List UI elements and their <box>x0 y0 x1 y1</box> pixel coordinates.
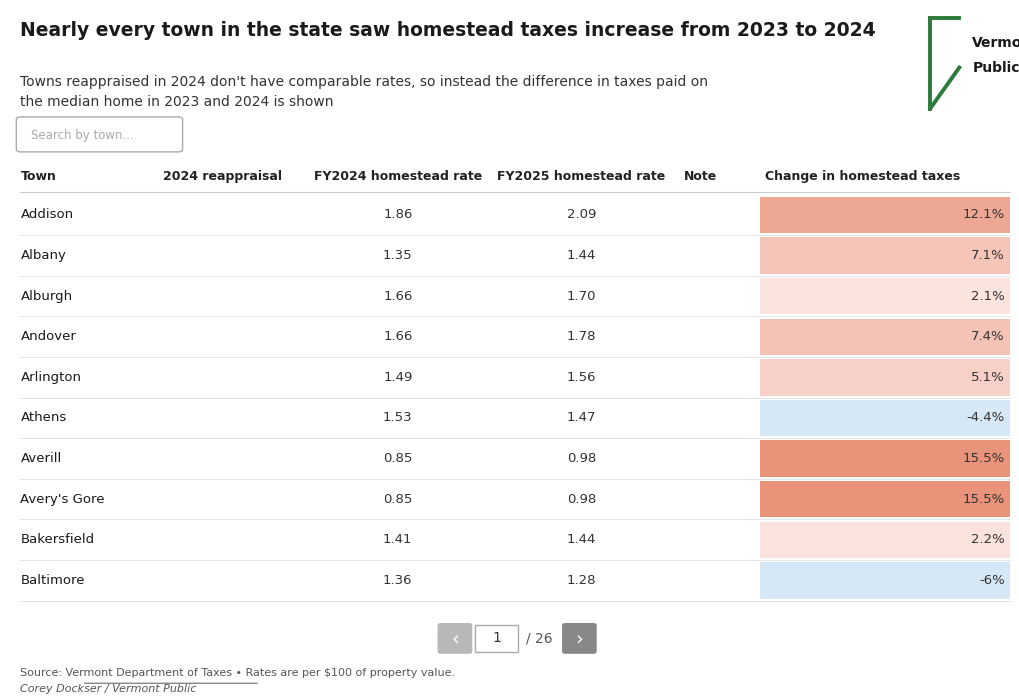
Text: Athens: Athens <box>20 412 66 424</box>
Text: 5.1%: 5.1% <box>970 371 1004 384</box>
FancyBboxPatch shape <box>16 117 182 152</box>
Text: 1.49: 1.49 <box>383 371 412 384</box>
Text: Search by town...: Search by town... <box>31 129 133 141</box>
Text: 2.09: 2.09 <box>567 209 595 221</box>
Text: 15.5%: 15.5% <box>962 493 1004 505</box>
Text: Note: Note <box>683 170 716 183</box>
Text: 1.66: 1.66 <box>383 330 412 343</box>
Text: Public: Public <box>971 61 1019 75</box>
Text: 0.98: 0.98 <box>567 493 595 505</box>
Text: Vermont: Vermont <box>971 36 1019 50</box>
Text: Arlington: Arlington <box>20 371 82 384</box>
Text: ›: › <box>575 629 583 648</box>
Text: FY2025 homestead rate: FY2025 homestead rate <box>497 170 664 183</box>
Text: Towns reappraised in 2024 don't have comparable rates, so instead the difference: Towns reappraised in 2024 don't have com… <box>20 75 708 109</box>
Text: Averill: Averill <box>20 452 61 465</box>
Text: 1.44: 1.44 <box>567 533 595 546</box>
Text: 7.1%: 7.1% <box>970 249 1004 262</box>
FancyBboxPatch shape <box>759 237 1009 274</box>
Text: 1.56: 1.56 <box>567 371 595 384</box>
Text: 1.28: 1.28 <box>567 574 595 587</box>
Text: Change in homestead taxes: Change in homestead taxes <box>764 170 959 183</box>
Text: 2.1%: 2.1% <box>970 290 1004 302</box>
Text: 1.44: 1.44 <box>567 249 595 262</box>
Text: 1.35: 1.35 <box>382 249 413 262</box>
Text: FY2024 homestead rate: FY2024 homestead rate <box>314 170 481 183</box>
Text: / 26: / 26 <box>526 631 552 645</box>
Text: 0.85: 0.85 <box>383 493 412 505</box>
Text: 0.85: 0.85 <box>383 452 412 465</box>
Text: 1.41: 1.41 <box>383 533 412 546</box>
FancyBboxPatch shape <box>759 440 1009 477</box>
Text: Bakersfield: Bakersfield <box>20 533 95 546</box>
Text: -6%: -6% <box>978 574 1004 587</box>
FancyBboxPatch shape <box>759 318 1009 355</box>
Text: Corey Dockser / Vermont Public: Corey Dockser / Vermont Public <box>20 684 197 694</box>
FancyBboxPatch shape <box>759 522 1009 558</box>
Text: 12.1%: 12.1% <box>962 209 1004 221</box>
Text: Alburgh: Alburgh <box>20 290 72 302</box>
Text: 2024 reappraisal: 2024 reappraisal <box>163 170 282 183</box>
FancyBboxPatch shape <box>759 562 1009 598</box>
Text: 7.4%: 7.4% <box>970 330 1004 343</box>
Text: Nearly every town in the state saw homestead taxes increase from 2023 to 2024: Nearly every town in the state saw homes… <box>20 20 875 40</box>
Text: 1.36: 1.36 <box>383 574 412 587</box>
Text: 15.5%: 15.5% <box>962 452 1004 465</box>
Text: 1.86: 1.86 <box>383 209 412 221</box>
FancyBboxPatch shape <box>759 359 1009 396</box>
Text: Avery's Gore: Avery's Gore <box>20 493 105 505</box>
FancyBboxPatch shape <box>475 625 518 652</box>
Text: 2.2%: 2.2% <box>970 533 1004 546</box>
Text: Albany: Albany <box>20 249 66 262</box>
Text: Baltimore: Baltimore <box>20 574 85 587</box>
Text: Andover: Andover <box>20 330 76 343</box>
Text: 1.70: 1.70 <box>567 290 595 302</box>
Text: ‹: ‹ <box>450 629 459 648</box>
Text: 1.78: 1.78 <box>567 330 595 343</box>
FancyBboxPatch shape <box>561 623 596 654</box>
Text: -4.4%: -4.4% <box>966 412 1004 424</box>
Text: 0.98: 0.98 <box>567 452 595 465</box>
Text: Addison: Addison <box>20 209 73 221</box>
Text: 1.66: 1.66 <box>383 290 412 302</box>
FancyBboxPatch shape <box>759 197 1009 233</box>
Text: Town: Town <box>20 170 56 183</box>
Text: 1: 1 <box>492 631 500 645</box>
Text: 1.53: 1.53 <box>382 412 413 424</box>
FancyBboxPatch shape <box>759 481 1009 517</box>
FancyBboxPatch shape <box>759 278 1009 314</box>
FancyBboxPatch shape <box>437 623 472 654</box>
Text: Source: Vermont Department of Taxes • Rates are per $100 of property value.: Source: Vermont Department of Taxes • Ra… <box>20 668 455 678</box>
FancyBboxPatch shape <box>759 400 1009 436</box>
Text: 1.47: 1.47 <box>567 412 595 424</box>
